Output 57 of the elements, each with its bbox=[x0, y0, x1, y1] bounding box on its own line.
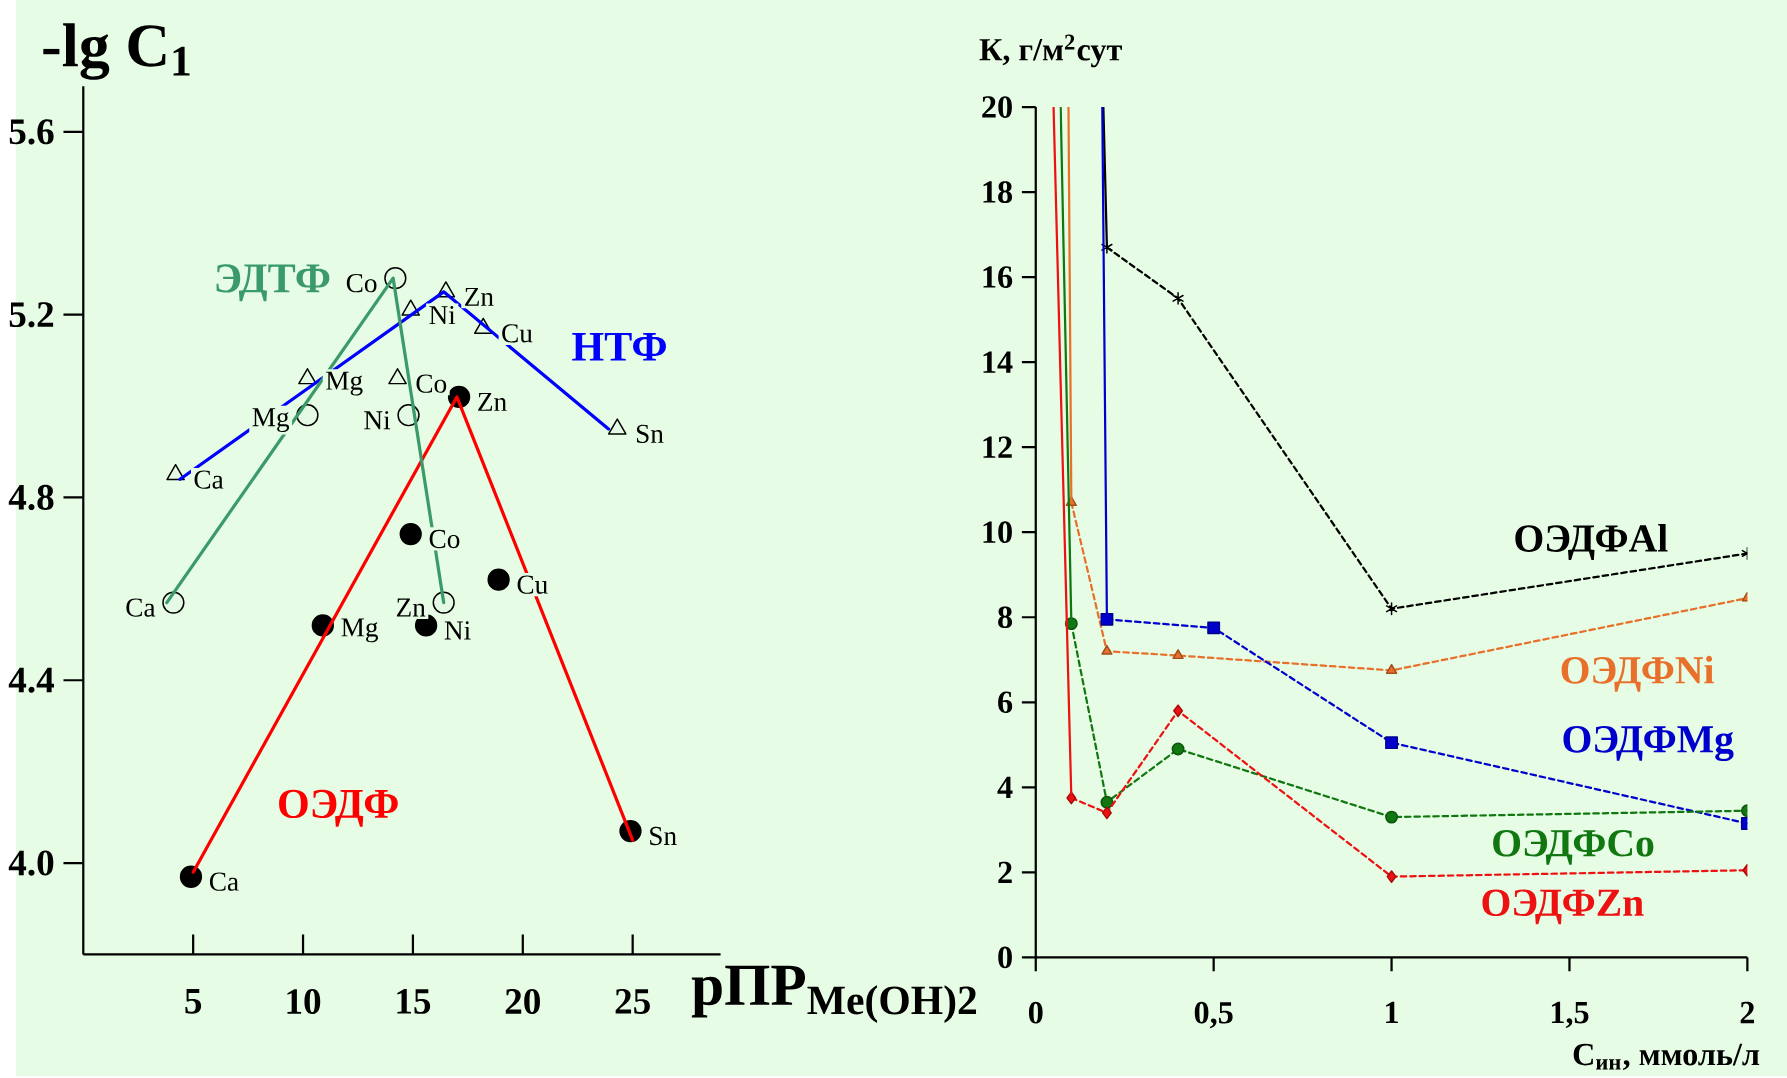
annotation: Cu bbox=[502, 324, 533, 343]
annotation: Ca bbox=[194, 470, 224, 489]
series-label: ЭДТФ bbox=[216, 264, 330, 301]
annotation: Zn bbox=[478, 392, 507, 411]
x-axis-title: рПР$_{Me(OH)2}$ bbox=[691, 965, 977, 1023]
y-tick-label: 4.4 bbox=[8, 667, 55, 693]
y-tick-label: 10 bbox=[983, 521, 1012, 543]
x-tick-label: 2 bbox=[1740, 1001, 1755, 1024]
x-tick-label: 15 bbox=[397, 988, 431, 1014]
y-tick-label: 8 bbox=[998, 606, 1013, 628]
series-label: НТФ bbox=[572, 332, 666, 361]
x-tick-label: 10 bbox=[287, 988, 321, 1014]
y-tick-label: 16 bbox=[983, 266, 1013, 288]
series-label: ОЭДФMg bbox=[1563, 725, 1734, 761]
x-tick-label: 25 bbox=[615, 988, 650, 1014]
annotation: Co bbox=[416, 374, 447, 393]
y-tick-label: 14 bbox=[983, 351, 1013, 373]
annotation: Ni bbox=[429, 305, 456, 324]
x-tick-label: 0 bbox=[1028, 1001, 1043, 1024]
annotation: Zn bbox=[465, 287, 494, 306]
series-label: ОЭДФCo bbox=[1493, 829, 1654, 865]
y-tick-label: 5.6 bbox=[9, 119, 54, 145]
y-tick-label: 2 bbox=[998, 861, 1012, 883]
y-tick-label: 4.0 bbox=[8, 850, 54, 876]
series-label: ОЭДФAl bbox=[1515, 523, 1668, 560]
y-tick-label: 18 bbox=[983, 181, 1013, 203]
series-label: ОЭДФ bbox=[279, 789, 398, 827]
x-tick-label: 1,5 bbox=[1551, 1001, 1589, 1028]
annotation: Ni bbox=[444, 621, 471, 640]
annotation: Ni bbox=[364, 411, 391, 430]
x-tick-label: 20 bbox=[505, 988, 540, 1014]
x-tick-label: 5 bbox=[185, 988, 202, 1014]
y-tick-label: 5.2 bbox=[9, 301, 54, 328]
annotation: Mg bbox=[326, 371, 363, 396]
annotation: Sn bbox=[650, 826, 677, 846]
annotation: Zn bbox=[396, 598, 426, 617]
y-tick-label: 4 bbox=[997, 776, 1013, 798]
y-tick-label: 12 bbox=[983, 436, 1012, 458]
x-tick-label: 1 bbox=[1386, 1001, 1398, 1023]
annotation: Co bbox=[346, 273, 377, 293]
series-label: ОЭДФZn bbox=[1482, 889, 1644, 925]
annotation: Ca bbox=[126, 598, 156, 617]
y-tick-label: 20 bbox=[982, 96, 1012, 118]
x-axis-title: С$_{ин}$, ммоль/л bbox=[1573, 1043, 1760, 1070]
annotation: Mg bbox=[341, 618, 378, 643]
x-tick-label: 0,5 bbox=[1194, 1001, 1233, 1029]
y-tick-label: 4.8 bbox=[8, 484, 54, 510]
y-tick-label: 0 bbox=[998, 946, 1012, 969]
annotation: Mg bbox=[252, 408, 290, 432]
annotation: Ca bbox=[209, 872, 239, 891]
annotation: Sn bbox=[636, 424, 664, 443]
annotation: Co bbox=[429, 529, 460, 548]
annotation: Cu bbox=[517, 575, 548, 594]
series-label: ОЭДФNi bbox=[1561, 655, 1714, 692]
y-axis-title: К, г/м$^{2}$сут bbox=[979, 34, 1122, 68]
y-axis-title: -lg C$_{1}$ bbox=[43, 23, 190, 80]
y-tick-label: 6 bbox=[998, 691, 1013, 713]
